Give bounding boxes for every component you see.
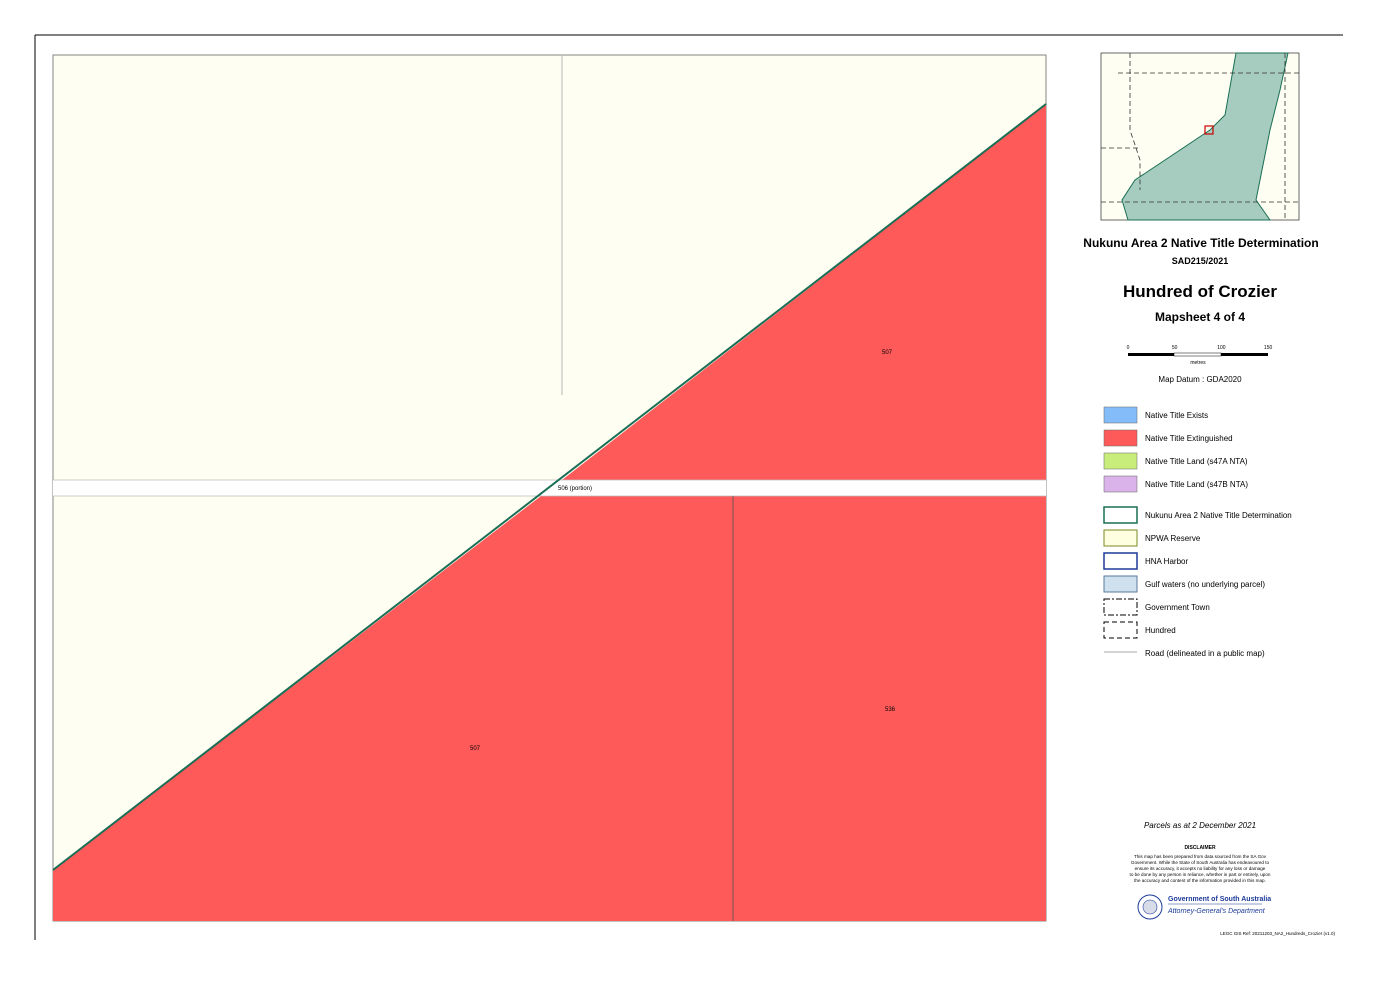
scale-tick-label: 50	[1172, 345, 1178, 351]
legend-swatch	[1103, 529, 1138, 547]
scale-tick-label: 0	[1127, 345, 1130, 351]
scale-tick-label: 100	[1217, 345, 1226, 351]
scale-tick-label: 150	[1264, 345, 1273, 351]
parcel-label: 507	[882, 350, 893, 356]
determination-boundary	[52, 103, 1047, 871]
legend-label: Government Town	[1145, 603, 1210, 612]
inset-determination	[1121, 52, 1289, 221]
road-label: 506 (portion)	[558, 486, 592, 492]
parcels-date: Parcels as at 2 December 2021	[1144, 821, 1256, 830]
disclaimer-line: Government. While the State of South Aus…	[1131, 860, 1270, 865]
legend-swatch	[1103, 552, 1138, 570]
title: Nukunu Area 2 Native Title Determination	[1083, 236, 1318, 250]
datum: Map Datum : GDA2020	[1158, 375, 1242, 384]
scale-bar	[1128, 353, 1174, 356]
agency-department: Attorney-General's Department	[1167, 908, 1266, 915]
legend-label: Native Title Extinguished	[1145, 434, 1233, 443]
parcel-label: 536	[885, 707, 896, 713]
legend-swatch	[1103, 452, 1138, 470]
scale-bar	[1221, 353, 1268, 356]
footer-ref: LEGC GIS Ref: 20211203_NA2_Hundreds_Croz…	[1220, 931, 1335, 936]
legend-swatch	[1103, 429, 1138, 447]
scale-bar	[1173, 352, 1222, 357]
disclaimer-title: DISCLAIMER	[1184, 845, 1216, 851]
legend-label: Native Title Land (s47B NTA)	[1145, 480, 1248, 489]
agency-logo	[1137, 894, 1163, 920]
disclaimer-line: ensure its accuracy, it accepts no liabi…	[1135, 866, 1266, 871]
legend-swatch	[1103, 575, 1138, 593]
legend-label: Road (delineated in a public map)	[1145, 649, 1265, 658]
legend-swatch	[1103, 621, 1138, 639]
case-number: SAD215/2021	[1172, 256, 1229, 266]
inset-hundreds	[1101, 53, 1299, 220]
inset-map	[1100, 52, 1300, 221]
extinguished-area	[53, 496, 1046, 921]
scale-unit: metres	[1190, 360, 1206, 366]
sheet-name: Hundred of Crozier	[1123, 282, 1277, 301]
agency-logo	[1142, 899, 1158, 915]
agency-government: Government of South Australia	[1168, 896, 1271, 903]
legend-label: NPWA Reserve	[1145, 534, 1201, 543]
legend-label: HNA Harbor	[1145, 557, 1188, 566]
disclaimer-line: the accuracy and content of the informat…	[1134, 878, 1266, 883]
sheet-number: Mapsheet 4 of 4	[1155, 310, 1245, 324]
legend-label: Native Title Land (s47A NTA)	[1145, 457, 1248, 466]
legend-swatch	[1103, 506, 1138, 524]
legend-swatch	[1103, 475, 1138, 493]
legend-swatch	[1103, 598, 1138, 616]
legend-label: Native Title Exists	[1145, 411, 1208, 420]
legend-swatch	[1103, 406, 1138, 424]
legend-label: Nukunu Area 2 Native Title Determination	[1145, 511, 1292, 520]
inset-locator	[1204, 125, 1214, 135]
disclaimer-line: This map has been prepared from data sou…	[1134, 854, 1267, 859]
legend-label: Hundred	[1145, 626, 1176, 635]
legend-label: Gulf waters (no underlying parcel)	[1145, 580, 1265, 589]
parcel-label: 507	[470, 746, 481, 752]
disclaimer-line: to be done by any person in reliance, wh…	[1130, 872, 1271, 877]
